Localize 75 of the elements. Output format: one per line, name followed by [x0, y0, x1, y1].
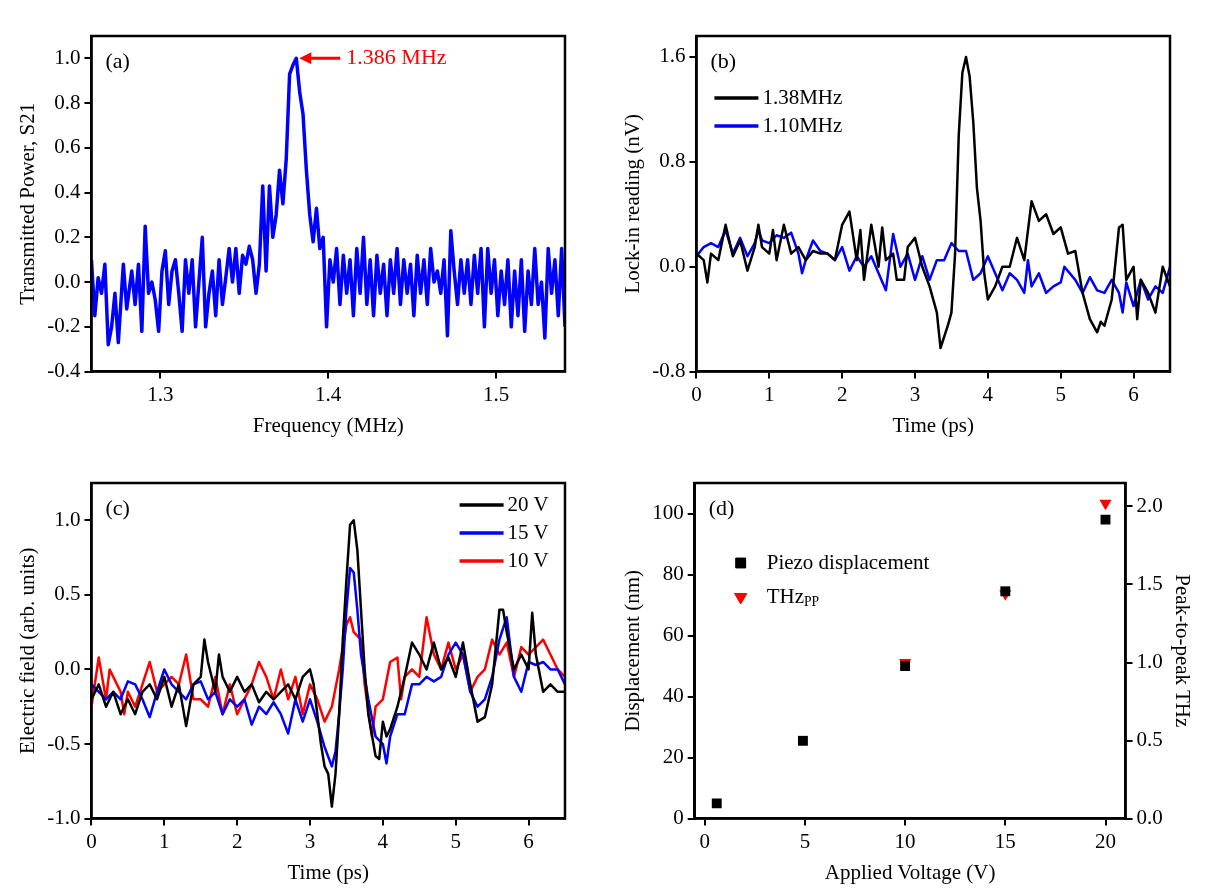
annotation: (b) [710, 47, 737, 73]
x-tick-label: 1 [764, 381, 775, 406]
legend-label: 1.38MHz [762, 84, 843, 109]
y-tick-label: 1.0 [54, 44, 81, 69]
legend-label: 15 V [507, 519, 549, 544]
y-tick-label: 0.6 [54, 134, 81, 159]
x-tick-label: 6 [1128, 381, 1139, 406]
y-tick-label: 0.8 [659, 148, 686, 173]
y-tick-label: -0.2 [47, 313, 81, 338]
annotation: (d) [708, 494, 735, 520]
y-tick-label: 0.4 [54, 179, 81, 204]
y-tick-label: 100 [652, 500, 684, 525]
y-tick-label: 0.5 [54, 581, 81, 606]
annotation: (c) [105, 494, 130, 520]
y-tick-label: 1.6 [659, 43, 686, 68]
x-tick-label: 0 [86, 828, 97, 853]
x-tick-label: 3 [909, 381, 921, 406]
x-tick-label: 2 [836, 381, 848, 406]
x-tick-label: 5 [1055, 381, 1066, 406]
y-tick-label: 80 [662, 561, 684, 586]
y-tick-label: -0.8 [652, 358, 686, 383]
point [1100, 514, 1111, 525]
y-axis-title: Electric field (arb. units) [15, 547, 40, 755]
x-tick-label: 1.3 [147, 381, 174, 406]
y2-tick-label: 0.0 [1136, 805, 1163, 830]
x-tick-label: 0 [699, 828, 710, 853]
legend-label: 10 V [507, 547, 549, 572]
annotation: (a) [105, 47, 130, 73]
y-tick-label: -0.5 [47, 730, 81, 755]
y2-tick-label: 1.0 [1136, 649, 1163, 674]
y-tick-label: 40 [662, 683, 684, 708]
x-tick-label: 1.4 [315, 381, 342, 406]
point [711, 798, 722, 809]
point [1000, 586, 1011, 597]
y-tick-label: 0.2 [54, 223, 81, 248]
y-tick-label: 0.0 [54, 655, 81, 680]
x-tick-label: 20 [1095, 828, 1117, 853]
y-tick-label: 0.0 [659, 253, 686, 278]
x-tick-label: 10 [894, 828, 916, 853]
legend-label: 20 V [507, 491, 549, 516]
y-axis-title: Displacement (nm) [620, 570, 645, 732]
y-tick-label: 0.8 [54, 89, 81, 114]
y-tick-label: -1.0 [47, 805, 81, 830]
x-tick-label: 4 [982, 381, 994, 406]
x-tick-label: 5 [799, 828, 811, 853]
x-axis-title: Time (ps) [287, 859, 369, 884]
x-tick-label: 0 [691, 381, 702, 406]
y-tick-label: -0.4 [47, 358, 81, 383]
y2-tick-label: 1.5 [1136, 570, 1163, 595]
legend-label: Piezo displacement [766, 549, 930, 574]
x-axis-title: Applied Voltage (V) [824, 859, 996, 884]
x-axis-title: Time (ps) [892, 412, 974, 437]
x-tick-label: 2 [231, 828, 243, 853]
y-tick-label: 0.0 [54, 268, 81, 293]
x-tick-label: 3 [304, 828, 316, 853]
y2-axis-title: Peak-to-peak THz [1170, 574, 1195, 728]
point [797, 735, 808, 746]
y2-tick-label: 2.0 [1136, 492, 1163, 517]
legend-label: 1.10MHz [762, 112, 843, 137]
y-tick-label: 20 [662, 744, 684, 769]
x-tick-label: 1 [159, 828, 170, 853]
x-tick-label: 15 [994, 828, 1016, 853]
x-axis-title: Frequency (MHz) [252, 412, 404, 437]
annotation: 1.386 MHz [346, 44, 447, 70]
y-axis-title: Transmitted Power, S21 [15, 102, 40, 305]
x-tick-label: 4 [377, 828, 389, 853]
point [1099, 499, 1112, 511]
y-tick-label: 60 [662, 622, 684, 647]
y-tick-label: 1.0 [54, 506, 81, 531]
x-tick-label: 1.5 [483, 381, 510, 406]
y-tick-label: 0 [673, 805, 684, 830]
y2-tick-label: 0.5 [1136, 727, 1163, 752]
x-tick-label: 6 [523, 828, 534, 853]
y-axis-title: Lock-in reading (nV) [620, 114, 645, 294]
x-tick-label: 5 [450, 828, 461, 853]
